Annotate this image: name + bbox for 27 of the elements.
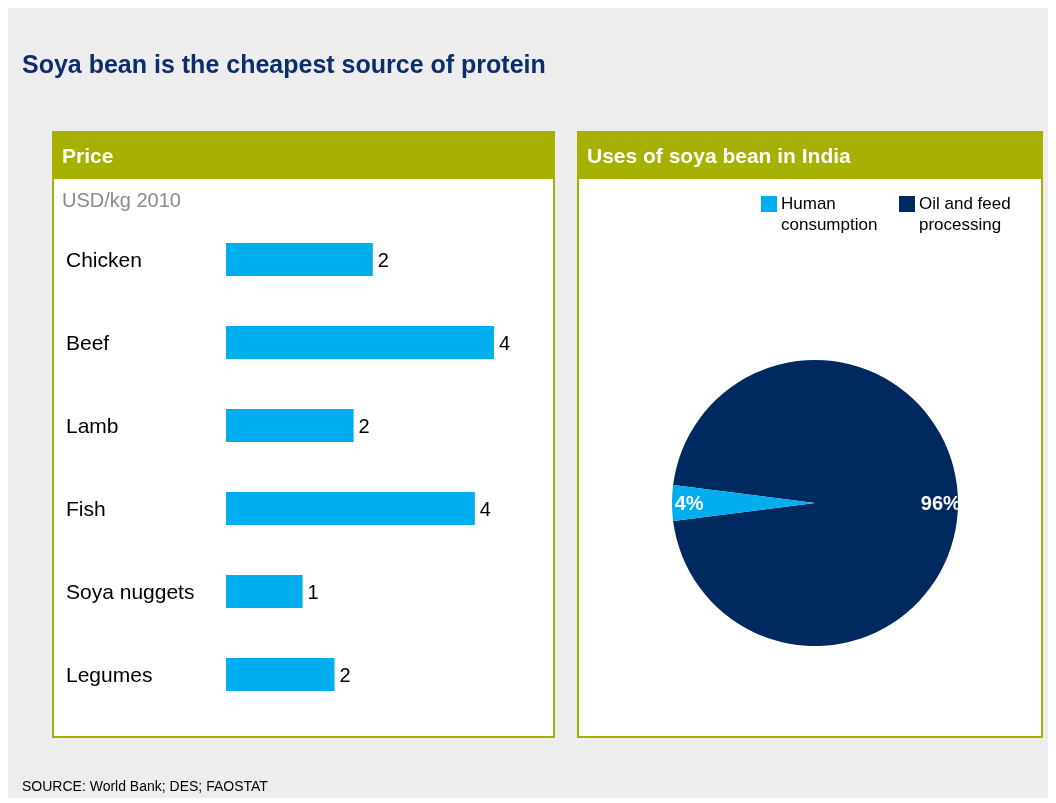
y-tick-label: Soya nuggets <box>66 579 195 603</box>
data-label: 2 <box>339 663 351 686</box>
chart-title: Uses of soya bean in India <box>579 133 1041 179</box>
bar <box>226 574 303 608</box>
bar <box>226 408 354 442</box>
y-tick-label: Chicken <box>66 247 142 271</box>
y-tick-label: Fish <box>66 496 106 520</box>
bar <box>226 657 335 691</box>
pie-slice <box>673 360 958 646</box>
source-note: SOURCE: World Bank; DES; FAOSTAT <box>22 778 268 794</box>
data-label: 2 <box>377 248 389 271</box>
chart-title: Price <box>54 133 553 179</box>
legend-label: Human consumption <box>781 193 879 235</box>
data-label: 4 <box>499 331 511 354</box>
y-tick-label: Beef <box>66 330 110 354</box>
data-label: 4% <box>674 492 704 514</box>
text: Soya bean is the cheapest source of protein <box>22 50 546 79</box>
data-label: 2 <box>358 414 370 437</box>
data-label: 1 <box>307 580 319 603</box>
data-label: 4 <box>479 497 491 520</box>
y-tick-label: Lamb <box>66 413 119 437</box>
bar <box>226 491 475 525</box>
bar <box>226 325 494 359</box>
legend-label: Oil and feed processing <box>919 193 1012 235</box>
x-axis-title: USD/kg 2010 <box>62 189 182 212</box>
bar <box>226 242 373 276</box>
y-tick-label: Legumes <box>66 662 153 686</box>
